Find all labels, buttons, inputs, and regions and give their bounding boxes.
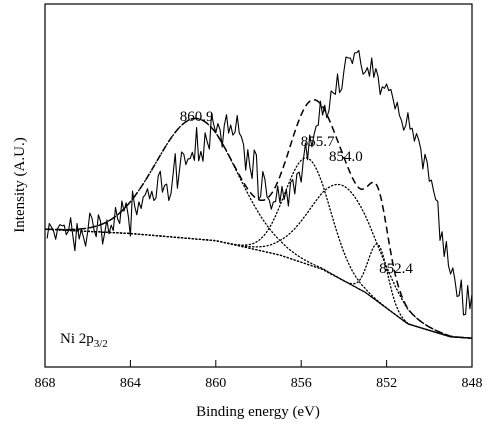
x-axis-label: Binding energy (eV) [196, 404, 320, 420]
peak-label: 855.7 [301, 134, 335, 150]
ni-2p-annotation: Ni 2p3/2 [60, 331, 108, 350]
component-peak-1 [45, 117, 472, 339]
peak-label: 854.0 [329, 149, 363, 165]
component-peak-4 [45, 228, 472, 339]
background-curve [45, 228, 472, 339]
annotation-main: Ni 2p [60, 331, 94, 347]
peak-label: 852.4 [379, 261, 413, 277]
raw-data-line [46, 49, 472, 316]
x-tick-label: 852 [376, 376, 397, 391]
x-axis-ticks: 868 864 860 856 852 848 [35, 360, 483, 391]
plot-curves [45, 49, 472, 339]
x-tick-label: 856 [291, 376, 312, 391]
x-tick-label: 868 [35, 376, 56, 391]
x-tick-label: 848 [462, 376, 483, 391]
fitted-envelope [45, 99, 472, 339]
x-tick-label: 860 [205, 376, 226, 391]
component-peak-2 [45, 157, 472, 339]
plot-frame [44, 3, 473, 368]
x-tick-label: 864 [120, 376, 141, 391]
annotation-subscript: 3/2 [94, 338, 108, 350]
y-axis-label: Intensity (A.U.) [12, 137, 28, 232]
peak-label: 860.9 [180, 109, 214, 125]
